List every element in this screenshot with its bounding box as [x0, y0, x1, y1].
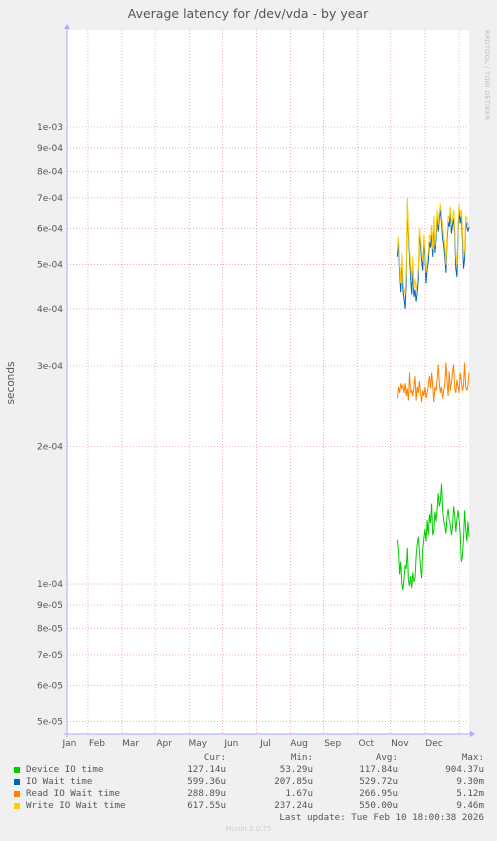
legend-row-read-io-wait-time: Read IO Wait time 288.89u 1.67u 266.95u …	[14, 788, 484, 800]
x-tick-label: Oct	[359, 739, 375, 749]
legend-row-write-io-wait-time: Write IO Wait time 617.55u 237.24u 550.0…	[14, 800, 484, 812]
legend-min: 237.24u	[274, 800, 313, 811]
y-axis-arrow	[64, 24, 70, 29]
y-tick-label: 9e-05	[37, 601, 63, 611]
legend-cur: 599.36u	[187, 776, 226, 787]
y-tick-label: 1e-03	[37, 123, 63, 133]
y-tick-label: 9e-04	[37, 144, 63, 154]
grid	[67, 30, 469, 734]
legend-row-device-io-time: Device IO time 127.14u 53.29u 117.84u 90…	[14, 764, 484, 776]
series-line-write-io-wait-time	[396, 197, 470, 295]
legend: Cur: Min: Avg: Max: Device IO time 127.1…	[14, 752, 484, 812]
legend-swatch	[14, 779, 20, 785]
y-tick-label: 4e-04	[37, 305, 63, 315]
y-tick-label: 1e-04	[37, 580, 63, 590]
y-tick-label: 2e-04	[37, 443, 63, 453]
x-tick-label: Dec	[425, 739, 442, 749]
x-tick-label: Jun	[223, 739, 238, 749]
x-tick-label: Sep	[324, 739, 341, 749]
legend-min: 1.67u	[285, 788, 313, 799]
x-tick-label: Aug	[290, 739, 308, 749]
legend-header-avg: Avg:	[375, 752, 398, 763]
x-tick-labels: Jan Feb Mar Apr May Jun Jul Aug Sep Oct Nov Dec	[62, 739, 443, 749]
series-line-device-io-time	[396, 483, 470, 591]
legend-header-max: Max:	[461, 752, 484, 763]
y-tick-label: 5e-05	[37, 718, 63, 728]
legend-swatch	[14, 791, 20, 797]
legend-label: Write IO Wait time	[26, 800, 126, 811]
y-tick-label: 8e-04	[37, 167, 63, 177]
legend-cur: 617.55u	[187, 800, 226, 811]
x-tick-label: Jul	[259, 739, 271, 749]
legend-avg: 550.00u	[359, 800, 398, 811]
legend-avg: 266.95u	[359, 788, 398, 799]
legend-avg: 529.72u	[359, 776, 398, 787]
legend-min: 53.29u	[279, 764, 313, 775]
rrdtool-credit: RRDTOOL / TOBI OETIKER	[483, 30, 491, 120]
legend-label: Device IO time	[26, 764, 104, 775]
legend-swatch	[14, 767, 20, 773]
y-tick-label: 6e-05	[37, 682, 63, 692]
y-tick-label: 8e-05	[37, 624, 63, 634]
legend-header-min: Min:	[290, 752, 313, 763]
legend-max: 9.30m	[456, 776, 484, 787]
legend-label: IO Wait time	[26, 776, 93, 787]
x-tick-label: Apr	[156, 739, 172, 749]
plot-area	[67, 30, 469, 734]
series-line-read-io-wait-time	[396, 362, 470, 403]
x-tick-label: Mar	[122, 739, 139, 749]
y-tick-label: 7e-04	[37, 194, 63, 204]
last-update: Last update: Tue Feb 10 18:00:38 2026	[279, 812, 484, 823]
legend-cur: 127.14u	[187, 764, 226, 775]
y-tick-label: 5e-04	[37, 261, 63, 271]
legend-row-io-wait-time: IO Wait time 599.36u 207.85u 529.72u 9.3…	[14, 776, 484, 788]
legend-label: Read IO Wait time	[26, 788, 121, 799]
legend-min: 207.85u	[274, 776, 313, 787]
y-tick-label: 3e-04	[37, 362, 63, 372]
legend-max: 904.37u	[445, 764, 484, 775]
x-tick-label: Nov	[391, 739, 409, 749]
y-tick-label: 7e-05	[37, 651, 63, 661]
legend-swatch	[14, 803, 20, 809]
y-tick-label: 6e-04	[37, 224, 63, 234]
x-tick-label: Jan	[62, 739, 77, 749]
legend-avg: 117.84u	[359, 764, 398, 775]
legend-header: Cur: Min: Avg: Max:	[14, 752, 484, 764]
munin-version: Munin 2.0.75	[225, 825, 272, 833]
series-lines	[396, 197, 470, 591]
y-tick-labels: 1e-03 9e-04 8e-04 7e-04 6e-04 5e-04 4e-04 3e-04…	[37, 123, 63, 728]
legend-cur: 288.89u	[187, 788, 226, 799]
x-tick-label: May	[188, 739, 207, 749]
legend-max: 9.46m	[456, 800, 484, 811]
latency-chart: Average latency for /dev/vda - by year s…	[5, 6, 491, 749]
legend-header-cur: Cur:	[203, 752, 226, 763]
x-tick-label: Feb	[89, 739, 105, 749]
x-axis-arrow	[470, 731, 475, 737]
axes	[64, 24, 475, 737]
legend-max: 5.12m	[456, 788, 484, 799]
chart-title: Average latency for /dev/vda - by year	[128, 6, 369, 21]
y-axis-label: seconds	[5, 362, 17, 405]
